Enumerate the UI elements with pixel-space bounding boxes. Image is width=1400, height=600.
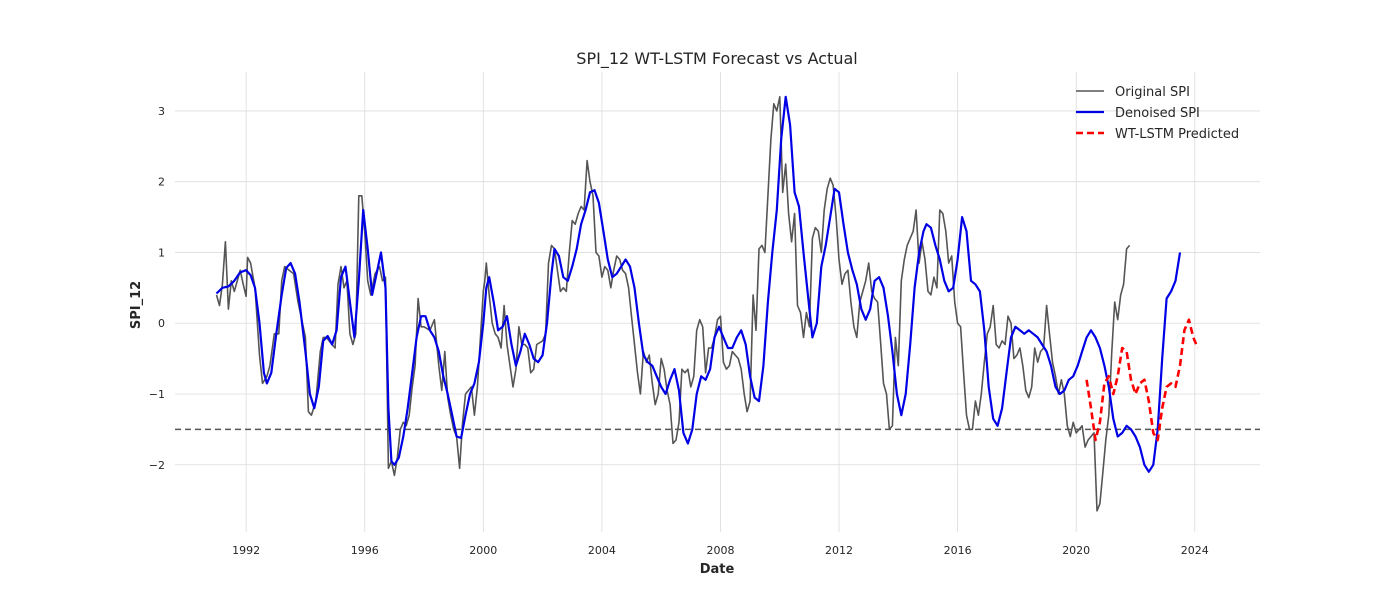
legend-label: Original SPI [1115, 85, 1190, 100]
series-line-2 [215, 95, 1182, 473]
y-tick-label: 2 [158, 176, 165, 189]
chart-title: SPI_12 WT-LSTM Forecast vs Actual [576, 49, 857, 69]
y-tick-label: −1 [149, 388, 165, 401]
series-line-1 [215, 96, 1131, 512]
y-tick-label: −2 [149, 459, 165, 472]
x-tick-label: 2016 [944, 544, 972, 557]
tick-labels: 1992 1996 2000 2004 2008 2012 2016 2020 2024 −2 −1… [149, 105, 1209, 557]
y-axis-label: SPI_12 [129, 281, 144, 329]
x-tick-label: 1996 [351, 544, 379, 557]
x-tick-label: 2008 [706, 544, 734, 557]
x-tick-label: 2020 [1062, 544, 1090, 557]
x-tick-label: 2000 [469, 544, 497, 557]
x-tick-label: 2024 [1181, 544, 1209, 557]
x-tick-label: 2004 [588, 544, 616, 557]
y-tick-label: 3 [158, 105, 165, 118]
legend-label: Denoised SPI [1115, 106, 1200, 121]
x-axis-label: Date [700, 562, 735, 577]
y-tick-label: 0 [158, 317, 165, 330]
series-group [215, 95, 1199, 512]
y-tick-label: 1 [158, 246, 165, 259]
series-line-3 [1085, 318, 1199, 442]
x-tick-label: 2012 [825, 544, 853, 557]
legend: Original SPI Denoised SPI WT-LSTM Predicte… [1076, 85, 1239, 142]
legend-label: WT-LSTM Predicted [1115, 127, 1239, 142]
x-tick-label: 1992 [232, 544, 260, 557]
